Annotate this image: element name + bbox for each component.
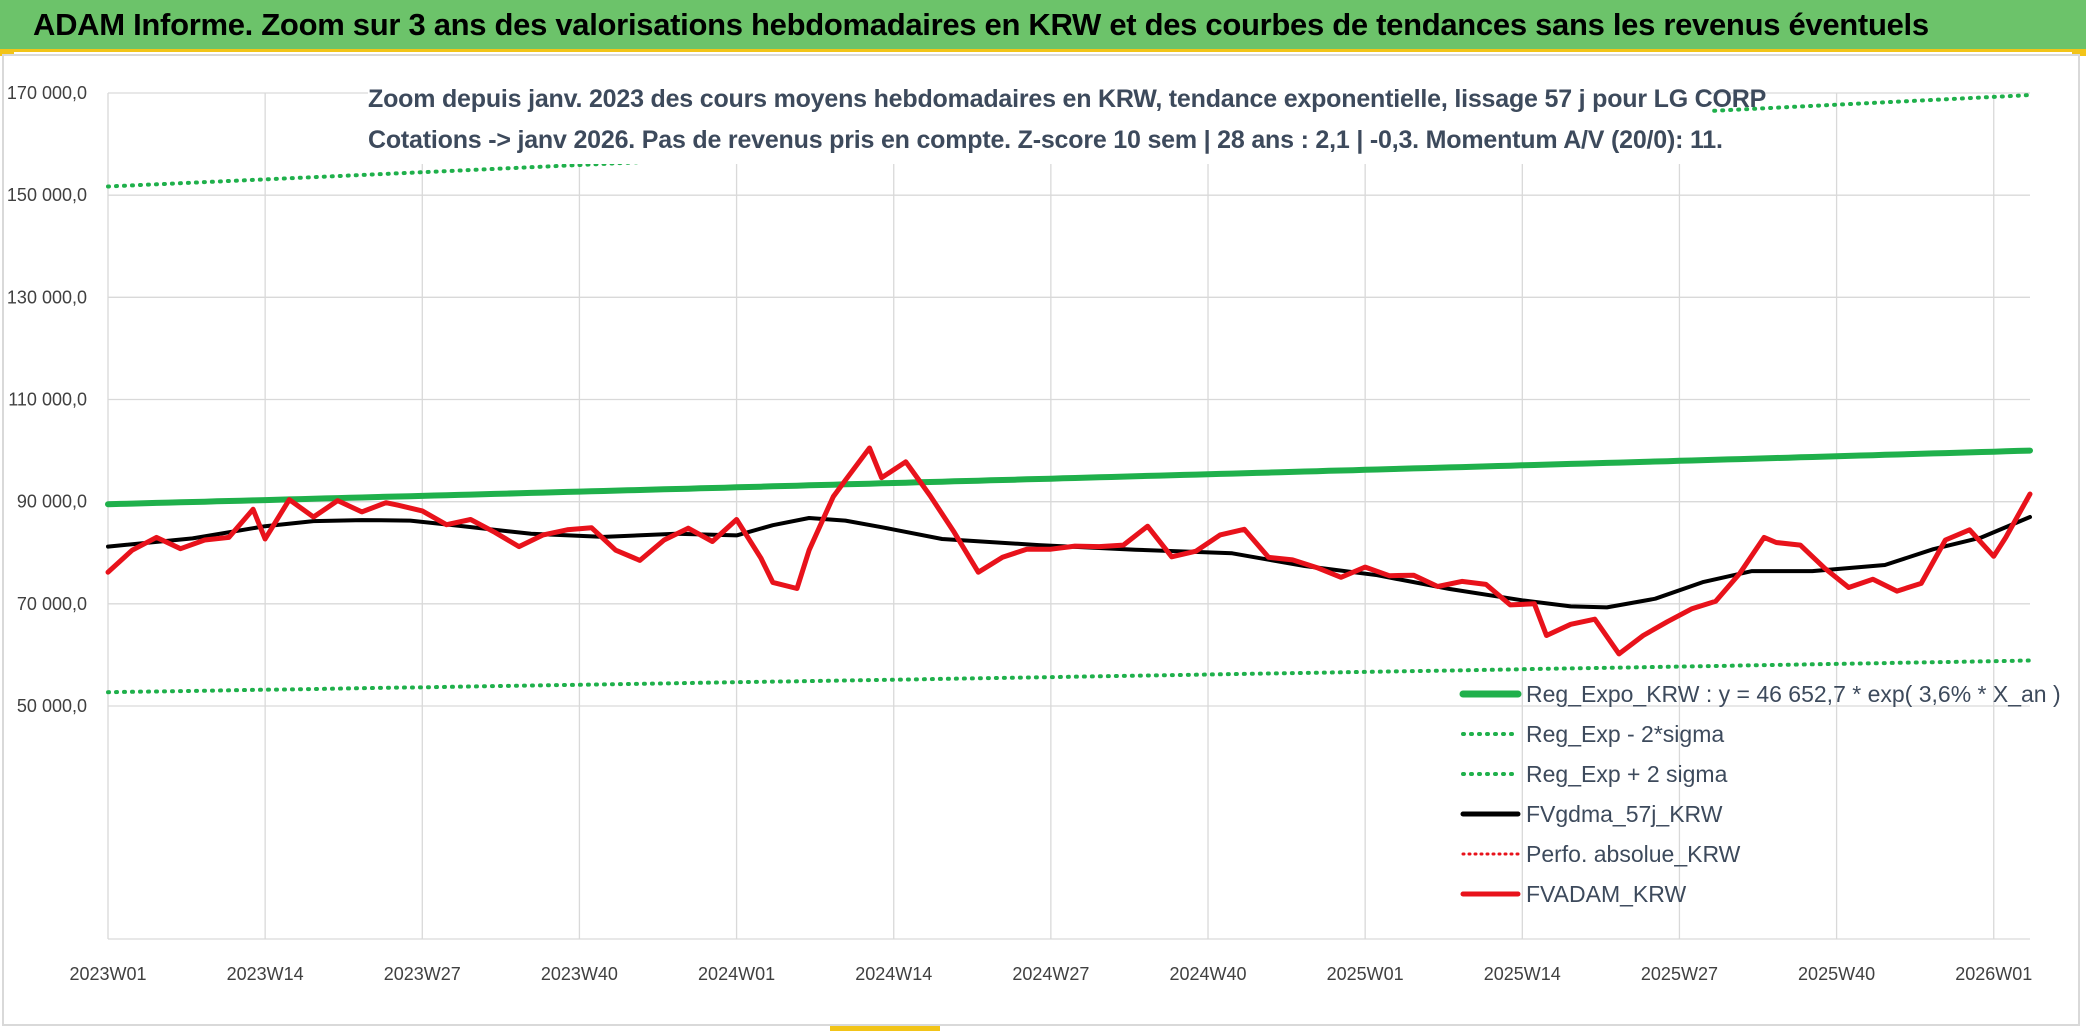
legend-label: Reg_Expo_KRW : y = 46 652,7 * exp( 3,6% … <box>1526 681 2061 707</box>
x-tick-label: 2024W14 <box>855 964 932 984</box>
series-line-0 <box>105 447 2033 508</box>
x-axis-ticks: 2023W01 2023W14 2023W27 2023W40 2024W01 2024W… <box>69 964 2032 984</box>
x-tick-label: 2026W01 <box>1955 964 2032 984</box>
chart-subtitle-box: Zoom depuis janv. 2023 des cours moyens … <box>368 78 1767 164</box>
legend: Reg_Expo_KRW : y = 46 652,7 * exp( 3,6% … <box>1459 681 2061 907</box>
chart-frame <box>2 54 2080 1026</box>
series-lines <box>105 93 2033 695</box>
report-title: ADAM Informe. Zoom sur 3 ans des valoris… <box>33 7 1929 42</box>
frame-accent-bottom <box>830 1026 940 1031</box>
y-tick-label: 110 000,0 <box>8 390 87 410</box>
x-tick-label: 2025W01 <box>1327 964 1404 984</box>
report-banner: ADAM Informe. Zoom sur 3 ans des valoris… <box>0 0 2086 52</box>
legend-label: Perfo. absolue_KRW <box>1526 841 1741 867</box>
banner-corner-right <box>2072 50 2086 56</box>
y-tick-label: 50 000,0 <box>17 696 87 716</box>
y-tick-label: 150 000,0 <box>7 185 87 205</box>
x-tick-label: 2023W40 <box>541 964 618 984</box>
x-tick-label: 2025W14 <box>1484 964 1561 984</box>
y-tick-label: 70 000,0 <box>17 594 87 614</box>
y-tick-label: 170 000,0 <box>7 83 87 103</box>
legend-label: Reg_Exp + 2 sigma <box>1526 761 1728 787</box>
x-tick-label: 2024W40 <box>1169 964 1246 984</box>
y-axis-ticks: 50 000,0 70 000,0 90 000,0 110 000,0 130 000… <box>7 83 87 716</box>
legend-label: FVgdma_57j_KRW <box>1526 801 1723 827</box>
x-tick-label: 2023W01 <box>69 964 146 984</box>
legend-label: Reg_Exp - 2*sigma <box>1526 721 1724 747</box>
chart-subtitle-line-2: Cotations -> janv 2026. Pas de revenus p… <box>368 126 1723 154</box>
x-tick-label: 2023W14 <box>227 964 304 984</box>
series-line-4 <box>105 445 2033 657</box>
grid <box>107 92 2030 940</box>
banner-corner-left <box>0 50 14 56</box>
chart-subtitle-line-1: Zoom depuis janv. 2023 des cours moyens … <box>368 85 1767 113</box>
x-tick-label: 2023W27 <box>384 964 461 984</box>
x-tick-label: 2025W40 <box>1798 964 1875 984</box>
y-tick-label: 130 000,0 <box>7 287 87 307</box>
x-tick-label: 2025W27 <box>1641 964 1718 984</box>
x-tick-label: 2024W27 <box>1012 964 1089 984</box>
x-tick-label: 2024W01 <box>698 964 775 984</box>
series-line-3 <box>106 515 2032 610</box>
series-line-1 <box>106 658 2032 695</box>
y-tick-label: 90 000,0 <box>17 492 87 512</box>
legend-label: FVADAM_KRW <box>1526 881 1686 907</box>
